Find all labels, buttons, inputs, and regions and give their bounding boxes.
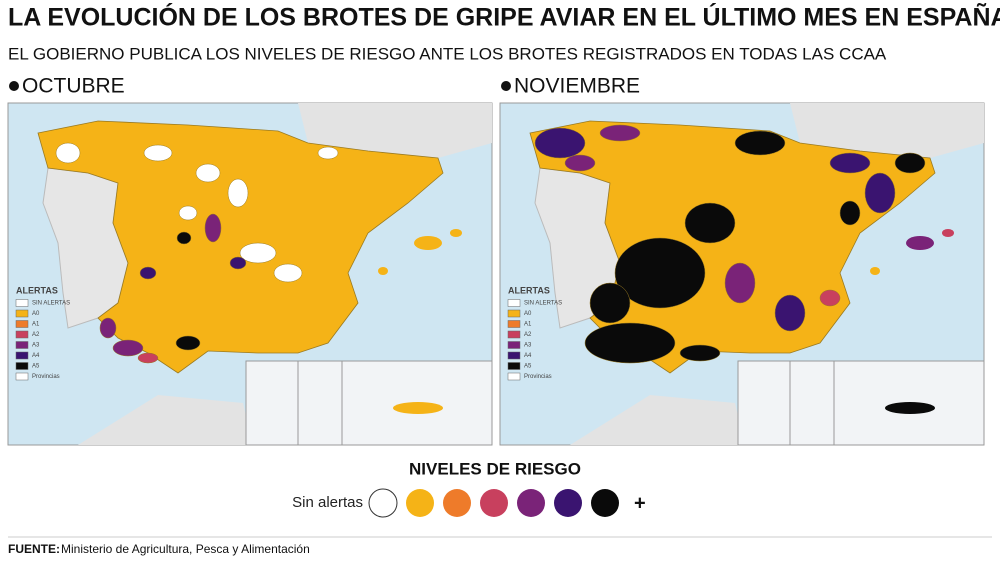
risk-low-label: Sin alertas: [292, 494, 363, 511]
island: [906, 236, 934, 250]
region: [829, 152, 871, 174]
region: [774, 294, 806, 332]
region: [176, 231, 192, 245]
risk-legend-title: NIVELES DE RIESGO: [409, 459, 581, 478]
legend-item: A1: [524, 322, 532, 328]
legend-swatch: [507, 309, 521, 318]
risk-swatch: [480, 489, 508, 517]
legend-item: A5: [32, 364, 40, 370]
region: [317, 146, 339, 160]
risk-swatch: [406, 489, 434, 517]
legend-item: A5: [524, 364, 532, 370]
legend-item: A0: [32, 311, 40, 317]
source-label: FUENTE:: [8, 542, 60, 556]
subtitle: EL GOBIERNO PUBLICA LOS NIVELES DE RIESG…: [8, 44, 887, 63]
legend-item: A2: [524, 332, 532, 338]
risk-swatch: [554, 489, 582, 517]
legend-item: A3: [32, 343, 40, 349]
legend-swatch: [15, 341, 29, 349]
island: [942, 229, 954, 237]
legend-swatch: [15, 351, 29, 360]
region: [894, 152, 926, 174]
legend-swatch: [507, 351, 521, 360]
map: ALERTAS SIN ALERTAS A0 A1 A2 A3 A4 A5 Provincias: [499, 102, 985, 446]
region: [614, 237, 706, 309]
legend-item: A2: [32, 332, 40, 338]
region: [143, 144, 173, 162]
region: [684, 202, 736, 244]
region: [734, 130, 786, 156]
region: [273, 263, 303, 283]
risk-scale: [368, 488, 619, 518]
legend-item: A4: [32, 353, 40, 359]
legend-swatch: [15, 372, 29, 381]
legend-item: Provincias: [524, 374, 552, 380]
canarias: [885, 402, 935, 414]
region: [589, 282, 631, 324]
legend-item: Provincias: [32, 374, 60, 380]
region: [112, 339, 144, 357]
region: [178, 205, 198, 221]
region: [139, 266, 157, 280]
legend-swatch: [15, 309, 29, 318]
bullet: [9, 81, 19, 91]
legend-swatch: [507, 372, 521, 381]
map-label: OCTUBRE: [22, 75, 125, 98]
legend-swatch: [507, 299, 521, 307]
inset-frame: [245, 360, 493, 446]
region: [195, 163, 221, 183]
inset-frame: [737, 360, 985, 446]
legend-item: A4: [524, 353, 532, 359]
risk-swatch: [517, 489, 545, 517]
canarias: [393, 402, 443, 414]
region: [239, 242, 277, 264]
legend-item: A1: [32, 322, 40, 328]
region: [534, 127, 586, 159]
legend-item: SIN ALERTAS: [32, 301, 70, 307]
region: [227, 178, 249, 208]
risk-swatch: [443, 489, 471, 517]
legend-title: ALERTAS: [508, 285, 550, 295]
region: [55, 142, 81, 164]
legend-swatch: [507, 330, 521, 339]
island: [450, 229, 462, 237]
source-text: Ministerio de Agricultura, Pesca y Alime…: [61, 542, 310, 556]
region: [679, 344, 721, 362]
region: [819, 289, 841, 307]
region: [724, 262, 756, 304]
island: [414, 236, 442, 250]
legend-item: A3: [524, 343, 532, 349]
region: [229, 256, 247, 270]
title: LA EVOLUCIÓN DE LOS BROTES DE GRIPE AVIA…: [8, 2, 1000, 32]
bullet: [501, 81, 511, 91]
legend-swatch: [15, 299, 29, 307]
risk-swatch: [368, 488, 398, 518]
legend-swatch: [15, 320, 29, 328]
legend-swatch: [507, 320, 521, 328]
region: [204, 213, 222, 243]
legend-swatch: [15, 330, 29, 339]
region: [175, 335, 201, 351]
region: [584, 322, 676, 364]
legend-swatch: [15, 362, 29, 370]
region: [864, 172, 896, 214]
island: [378, 267, 388, 275]
region: [564, 154, 596, 172]
region: [839, 200, 861, 226]
map-label: NOVIEMBRE: [514, 75, 640, 98]
region: [99, 317, 117, 339]
region: [599, 124, 641, 142]
legend-item: A0: [524, 311, 532, 317]
risk-high-label: +: [634, 492, 646, 514]
map: ALERTAS SIN ALERTAS A0 A1 A2 A3 A4 A5 Provincias: [7, 102, 493, 446]
legend-swatch: [507, 341, 521, 349]
legend-title: ALERTAS: [16, 285, 58, 295]
legend-item: SIN ALERTAS: [524, 301, 562, 307]
region: [137, 352, 159, 364]
risk-swatch: [591, 489, 619, 517]
legend-swatch: [507, 362, 521, 370]
island: [870, 267, 880, 275]
